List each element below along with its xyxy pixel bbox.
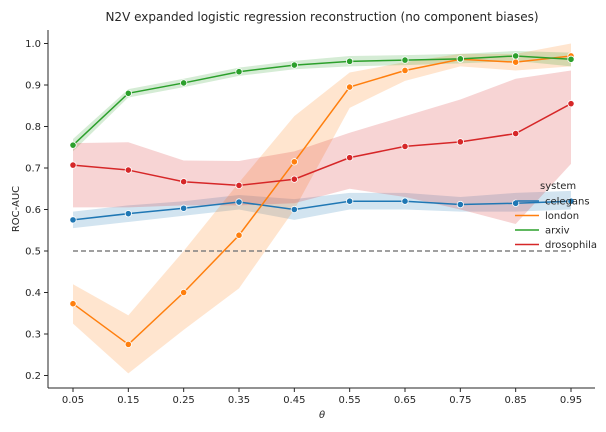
data-point-london bbox=[401, 66, 409, 75]
legend-title: system bbox=[540, 181, 576, 192]
data-point-arxiv bbox=[456, 55, 464, 63]
x-tick-label: 0.25 bbox=[173, 395, 195, 406]
confidence-band-celegans bbox=[73, 190, 571, 229]
y-tick-label: 1.0 bbox=[25, 39, 41, 50]
y-ticks: 0.2 0.3 0.4 0.5 0.6 0.7 0.8 0.9 1.0 bbox=[25, 39, 48, 382]
data-point-celegans bbox=[346, 197, 354, 205]
plot-area bbox=[48, 30, 595, 388]
data-point-drosophila bbox=[512, 129, 520, 138]
y-tick-label: 0.8 bbox=[25, 122, 41, 133]
y-tick-label: 0.2 bbox=[25, 371, 41, 382]
x-tick-label: 0.95 bbox=[560, 395, 582, 406]
data-point-drosophila bbox=[456, 138, 464, 146]
data-point-celegans bbox=[567, 197, 575, 205]
x-tick-label: 0.35 bbox=[228, 395, 250, 406]
data-point-celegans bbox=[290, 205, 298, 214]
x-tick-label: 0.55 bbox=[339, 395, 361, 406]
data-point-london bbox=[235, 231, 243, 239]
data-point-arxiv bbox=[235, 68, 243, 76]
data-point-drosophila bbox=[180, 178, 188, 186]
legend-label-drosophila: drosophila bbox=[545, 240, 597, 251]
data-point-arxiv bbox=[290, 61, 298, 69]
data-point-drosophila bbox=[346, 154, 354, 162]
x-ticks: 0.05 0.15 0.25 0.35 0.45 0.55 0.65 0.75 0.85 0.95 bbox=[62, 388, 582, 406]
y-tick-label: 0.5 bbox=[25, 247, 41, 258]
confidence-band-london bbox=[73, 43, 571, 374]
data-point-london bbox=[290, 158, 298, 166]
data-point-drosophila bbox=[567, 100, 575, 108]
data-point-london bbox=[69, 300, 77, 308]
data-point-celegans bbox=[235, 198, 243, 206]
x-tick-label: 0.05 bbox=[62, 395, 84, 406]
legend: system celegans london arxiv drosophila bbox=[515, 181, 597, 251]
confidence-bands bbox=[73, 43, 571, 374]
data-point-arxiv bbox=[567, 55, 575, 63]
legend-label-london: london bbox=[545, 211, 579, 222]
y-tick-label: 0.7 bbox=[25, 164, 41, 175]
y-axis-title: ROC-AUC bbox=[11, 186, 22, 232]
legend-items: celegans london arxiv drosophila bbox=[515, 197, 597, 251]
data-point-arxiv bbox=[180, 79, 188, 87]
x-tick-label: 0.45 bbox=[283, 395, 305, 406]
data-point-drosophila bbox=[69, 161, 77, 169]
x-tick-label: 0.65 bbox=[394, 395, 416, 406]
data-point-celegans bbox=[180, 204, 188, 212]
data-point-celegans bbox=[124, 210, 132, 218]
data-point-london bbox=[124, 340, 132, 348]
data-point-arxiv bbox=[401, 56, 409, 64]
y-tick-label: 0.3 bbox=[25, 330, 41, 341]
series-line-celegans bbox=[72, 200, 572, 221]
data-point-arxiv bbox=[124, 89, 132, 97]
data-point-arxiv bbox=[69, 141, 77, 149]
axes: 0.05 0.15 0.25 0.35 0.45 0.55 0.65 0.75 0.85 0.95… bbox=[25, 30, 595, 406]
data-point-london bbox=[180, 288, 188, 297]
x-tick-label: 0.15 bbox=[117, 395, 139, 406]
chart-title: N2V expanded logistic regression reconst… bbox=[105, 10, 538, 24]
y-tick-label: 0.4 bbox=[25, 288, 41, 299]
data-point-drosophila bbox=[124, 166, 132, 174]
confidence-band-arxiv bbox=[73, 50, 571, 152]
y-tick-label: 0.9 bbox=[25, 81, 41, 92]
series-line-drosophila bbox=[72, 103, 572, 187]
series-line-london bbox=[72, 55, 572, 346]
x-axis-title: θ bbox=[319, 410, 325, 421]
legend-label-arxiv: arxiv bbox=[545, 226, 570, 237]
data-point-celegans bbox=[456, 200, 464, 209]
data-point-drosophila bbox=[401, 142, 409, 151]
series-markers bbox=[69, 52, 575, 348]
y-tick-label: 0.6 bbox=[25, 205, 41, 216]
x-tick-label: 0.75 bbox=[449, 395, 471, 406]
legend-label-celegans: celegans bbox=[545, 197, 590, 208]
plot-background bbox=[48, 30, 595, 388]
series-lines bbox=[72, 55, 572, 346]
data-point-celegans bbox=[69, 216, 77, 224]
data-point-london bbox=[346, 83, 354, 91]
series-line-arxiv bbox=[72, 55, 572, 146]
data-point-celegans bbox=[401, 197, 409, 205]
data-point-arxiv bbox=[346, 57, 354, 65]
x-tick-label: 0.85 bbox=[505, 395, 527, 406]
data-point-arxiv bbox=[512, 52, 520, 60]
data-point-london bbox=[512, 58, 520, 66]
data-point-drosophila bbox=[290, 175, 298, 183]
confidence-band-drosophila bbox=[73, 70, 571, 225]
data-point-drosophila bbox=[235, 181, 243, 190]
